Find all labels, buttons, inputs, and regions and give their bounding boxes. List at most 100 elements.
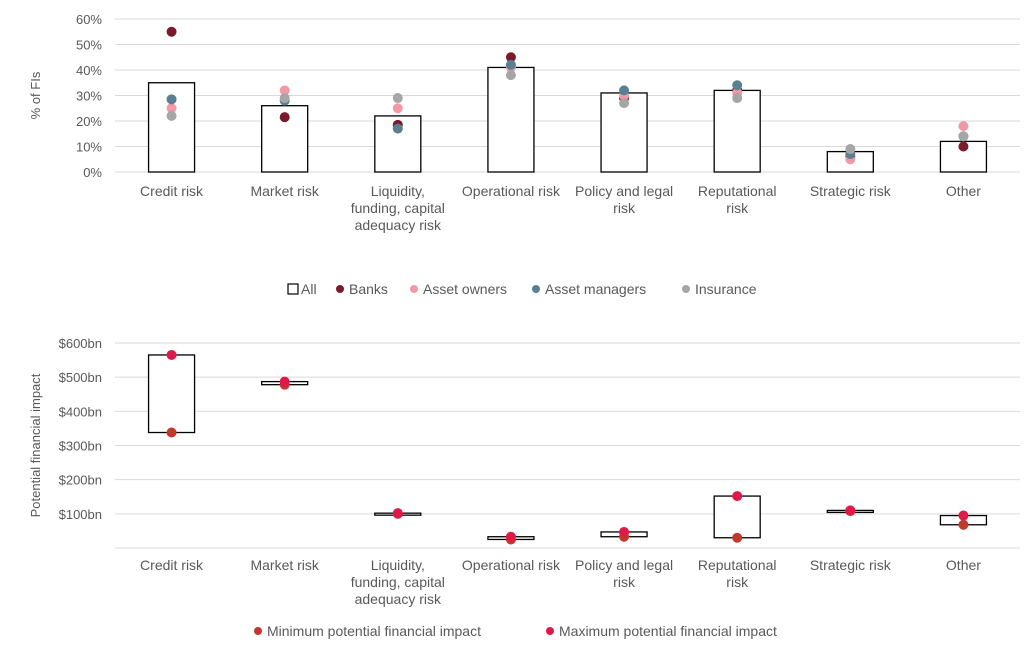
point-asset-owners [392, 103, 403, 114]
x-category-label-line: funding, capital [351, 200, 445, 216]
marks [147, 349, 988, 545]
y-tick-label: 0% [83, 165, 102, 180]
x-category-label: Strategic risk [810, 183, 892, 199]
bar-all [713, 89, 761, 173]
point-insurance [505, 70, 516, 81]
x-category-label-line: risk [726, 574, 749, 590]
y-tick-label: $500bn [59, 370, 102, 385]
x-category-labels: Credit risk Market risk Liquidity, funding,… [140, 557, 981, 607]
point-asset-managers [619, 85, 630, 96]
point-insurance [732, 93, 743, 104]
y-tick-label: $300bn [59, 439, 102, 454]
x-category-label-line: Market risk [250, 557, 319, 573]
x-category-label: Operational risk [462, 183, 561, 199]
x-category-label-line: Other [946, 557, 981, 573]
point-asset-owners [166, 103, 177, 114]
x-category-label: Other [946, 557, 981, 573]
y-tick-label: 40% [76, 63, 102, 78]
x-category-label: Policy and legal risk [575, 557, 673, 590]
y-tick-label: 10% [76, 140, 102, 155]
x-category-label: Reputational risk [698, 557, 777, 590]
x-category-label-line: Policy and legal [575, 557, 673, 573]
x-category-labels: Credit risk Market risk Liquidity, funding,… [140, 183, 981, 233]
legend-swatch-dot [410, 285, 418, 293]
x-category-label-line: Reputational [698, 183, 777, 199]
legend-item: All [287, 281, 317, 297]
bar-all [487, 66, 535, 173]
point-maximum-potential-financial-impact [279, 376, 290, 387]
x-category-label: Reputational risk [698, 183, 777, 216]
x-category-label-line: Operational risk [462, 557, 561, 573]
point-insurance [958, 131, 969, 142]
x-category-label-line: risk [726, 200, 749, 216]
point-insurance [845, 144, 856, 155]
chart-2: $100bn $200bn $300bn $400bn $500bn $600bn Pote… [28, 336, 1020, 639]
y-axis-label: Potential financial impact [28, 373, 43, 517]
x-category-label-line: Credit risk [140, 557, 204, 573]
x-category-label-line: Strategic risk [810, 183, 892, 199]
legend-item: Maximum potential financial impact [546, 623, 777, 639]
x-category-label: Liquidity, funding, capital adequacy risk [351, 183, 445, 233]
legend-label: Asset owners [423, 281, 507, 297]
y-tick-labels: 0% 10% 20% 30% 40% 50% 60% [76, 12, 102, 180]
x-category-label-line: Policy and legal [575, 183, 673, 199]
x-category-label: Policy and legal risk [575, 183, 673, 216]
x-category-label-line: Liquidity, [371, 183, 425, 199]
point-maximum-potential-financial-impact [619, 526, 630, 537]
y-tick-label: 50% [76, 38, 102, 53]
x-category-label: Other [946, 183, 981, 199]
legend-swatch-dot [532, 285, 540, 293]
y-tick-label: $100bn [59, 507, 102, 522]
legend-item: Asset managers [532, 281, 646, 297]
y-tick-label: $400bn [59, 404, 102, 419]
point-insurance [279, 93, 290, 104]
point-maximum-potential-financial-impact [732, 491, 743, 502]
y-tick-label: 20% [76, 114, 102, 129]
x-category-label: Market risk [250, 183, 319, 199]
legend: All Banks Asset owners Asset managers Insura… [287, 281, 757, 297]
point-insurance [392, 93, 403, 104]
point-banks [279, 112, 290, 123]
point-asset-owners [958, 121, 969, 132]
legend-swatch-dot [336, 285, 344, 293]
point-banks [505, 52, 516, 63]
x-category-label: Credit risk [140, 183, 204, 199]
point-asset-managers [392, 123, 403, 134]
y-tick-label: 60% [76, 12, 102, 27]
gridlines [115, 342, 1020, 549]
legend: Minimum potential financial impact Maximu… [254, 623, 777, 639]
legend-label: Asset managers [545, 281, 646, 297]
point-minimum-potential-financial-impact [958, 519, 969, 530]
marks [147, 26, 988, 173]
chart-1: 0% 10% 20% 30% 40% 50% 60% % of FIs Credit risk M… [28, 12, 1020, 297]
legend-swatch-box [287, 283, 299, 295]
x-category-label-line: Operational risk [462, 183, 561, 199]
y-tick-label: $600bn [59, 336, 102, 351]
x-category-label: Strategic risk [810, 557, 892, 573]
y-tick-label: 30% [76, 89, 102, 104]
x-category-label-line: funding, capital [351, 574, 445, 590]
legend-item: Minimum potential financial impact [254, 623, 481, 639]
legend-swatch-dot [682, 285, 690, 293]
legend-item: Insurance [682, 281, 757, 297]
point-minimum-potential-financial-impact [166, 427, 177, 438]
point-insurance [619, 98, 630, 109]
legend-label: Maximum potential financial impact [559, 623, 777, 639]
x-category-label-line: adequacy risk [355, 591, 442, 607]
point-banks [166, 26, 177, 37]
range-box [147, 354, 196, 434]
x-category-label: Liquidity, funding, capital adequacy risk [351, 557, 445, 607]
range-box [713, 495, 761, 539]
point-maximum-potential-financial-impact [505, 531, 516, 542]
point-asset-managers [166, 94, 177, 105]
point-banks [958, 141, 969, 152]
x-category-label-line: adequacy risk [355, 217, 442, 233]
point-maximum-potential-financial-impact [958, 510, 969, 521]
x-category-label-line: Liquidity, [371, 557, 425, 573]
point-maximum-potential-financial-impact [392, 508, 403, 519]
x-category-label-line: Market risk [250, 183, 319, 199]
legend-label: Banks [349, 281, 388, 297]
legend-swatch-dot [546, 627, 554, 635]
point-minimum-potential-financial-impact [732, 532, 743, 543]
